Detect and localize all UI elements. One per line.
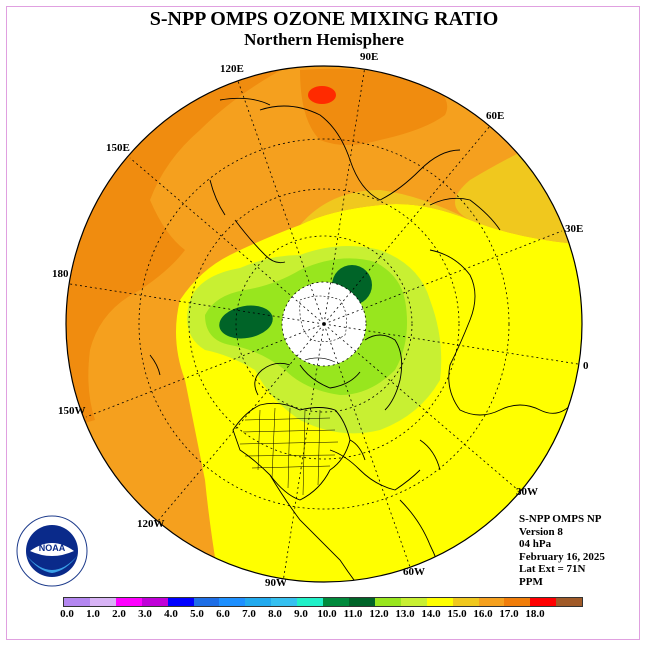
colorbar-swatch [167, 598, 194, 606]
noaa-logo: NOAA [16, 515, 88, 587]
coastlines [149, 97, 576, 582]
info-date: February 16, 2025 [519, 550, 605, 563]
info-pressure: 04 hPa [519, 538, 552, 550]
colorbar-swatch [64, 598, 90, 606]
lon-label-60e: 60E [486, 110, 505, 122]
lon-label-30w: 30W [516, 486, 538, 498]
colorbar-swatch [348, 598, 375, 606]
state-boundaries [239, 407, 339, 496]
colorbar-swatch [271, 598, 298, 606]
lon-label-30e: 30E [565, 223, 584, 235]
lon-label-60w: 60W [403, 566, 425, 578]
info-lat-extent: Lat Ext = 71N [519, 563, 586, 575]
map-boundary [65, 65, 583, 583]
colorbar-tick-label: 2.0 [112, 608, 126, 620]
colorbar-swatch [193, 598, 220, 606]
colorbar-tick-label: 15.0 [447, 608, 467, 620]
colorbar-tick-label: 4.0 [164, 608, 178, 620]
lon-label-90e: 90E [360, 51, 379, 63]
colorbar-tick-label: 17.0 [499, 608, 519, 620]
colorbar-swatch [400, 598, 427, 606]
noaa-logo-text: NOAA [39, 543, 66, 553]
colorbar-tick-label: 8.0 [268, 608, 282, 620]
colorbar-tick-label: 14.0 [421, 608, 441, 620]
colorbar-ticks: 0.0 1.0 2.0 3.0 4.0 5.0 6.0 7.0 8.0 9.0 10.0 11.0 12… [0, 607, 648, 623]
colorbar-swatch [426, 598, 453, 606]
lon-label-150e: 150E [106, 142, 130, 154]
polar-cap-detail [299, 295, 347, 363]
info-block: S-NPP OMPS NP Version 8 04 hPa February … [519, 513, 605, 588]
map-subtitle: Northern Hemisphere [244, 30, 404, 49]
colorbar-swatch [297, 598, 324, 606]
colorbar-swatch [219, 598, 246, 606]
info-instrument: S-NPP OMPS NP [519, 513, 602, 525]
lon-label-120w: 120W [137, 518, 165, 530]
colorbar-tick-label: 10.0 [317, 608, 337, 620]
lon-label-150w: 150W [58, 405, 86, 417]
figure-frame [6, 6, 640, 640]
lon-label-0: 0 [583, 360, 589, 372]
colorbar-swatch [530, 598, 557, 606]
colorbar-tick-label: 5.0 [190, 608, 204, 620]
graticule [69, 66, 579, 582]
colorbar-swatch [478, 598, 505, 606]
colorbar-tick-label: 12.0 [369, 608, 389, 620]
colorbar-tick-label: 18.0 [525, 608, 545, 620]
info-units: PPM [519, 575, 543, 588]
colorbar-tick-label: 6.0 [216, 608, 230, 620]
colorbar-swatch [115, 598, 142, 606]
map-title: S-NPP OMPS OZONE MIXING RATIO [149, 8, 499, 30]
colorbar-tick-label: 16.0 [473, 608, 493, 620]
colorbar-swatch [374, 598, 401, 606]
lon-label-180: 180 [52, 268, 69, 280]
colorbar-tick-label: 1.0 [86, 608, 100, 620]
colorbar-tick-label: 9.0 [294, 608, 308, 620]
info-version: Version 8 [519, 525, 563, 538]
colorbar-tick-label: 11.0 [343, 608, 363, 620]
colorbar-tick-label: 13.0 [395, 608, 415, 620]
lon-label-120e: 120E [220, 63, 244, 75]
colorbar-tick-label: 0.0 [60, 608, 74, 620]
colorbar-swatch [245, 598, 272, 606]
colorbar-swatch [89, 598, 116, 606]
colorbar [63, 597, 583, 607]
colorbar-swatch [556, 598, 583, 606]
colorbar-swatch [323, 598, 349, 606]
colorbar-swatch [504, 598, 531, 606]
colorbar-swatch [452, 598, 479, 606]
lon-label-90w: 90W [265, 577, 287, 589]
colorbar-swatch [141, 598, 168, 606]
colorbar-tick-label: 3.0 [138, 608, 152, 620]
colorbar-tick-label: 7.0 [242, 608, 256, 620]
